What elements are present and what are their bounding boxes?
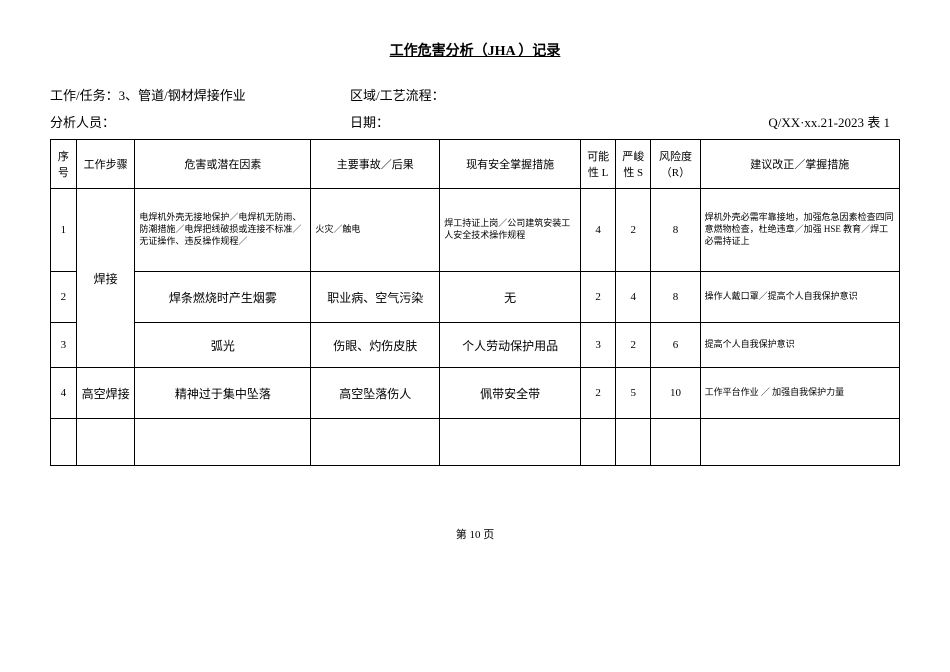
- cell-r: 10: [651, 368, 700, 419]
- cell-hazard: 弧光: [135, 323, 311, 368]
- cell-l: 2: [581, 272, 616, 323]
- meta-row-2: 分析人员： 日期： Q/XX·xx.21-2023 表 1: [50, 112, 900, 131]
- cell-empty: [51, 419, 77, 466]
- area-label: 区域/工艺流程：: [350, 88, 445, 103]
- cell-empty: [440, 419, 581, 466]
- page-title: 工作危害分析（JHA ）记录: [50, 40, 900, 60]
- cell-empty: [651, 419, 700, 466]
- cell-measure: 无: [440, 272, 581, 323]
- area-field: 区域/工艺流程：: [350, 85, 550, 104]
- table-header-row: 序号 工作步骤 危害或潜在因素 主要事故／后果 现有安全掌握措施 可能性 L 严…: [51, 140, 900, 189]
- cell-empty: [135, 419, 311, 466]
- header-suggest: 建议改正／掌握措施: [700, 140, 899, 189]
- cell-r: 8: [651, 189, 700, 272]
- cell-l: 4: [581, 189, 616, 272]
- cell-step: 高空焊接: [76, 368, 135, 419]
- date-label: 日期：: [350, 115, 389, 130]
- cell-seq: 1: [51, 189, 77, 272]
- table-row: 1 焊接 电焊机外壳无接地保护／电焊机无防雨、防潮措施／电焊把线破损或连接不标准…: [51, 189, 900, 272]
- header-risk: 风险度（R）: [651, 140, 700, 189]
- header-likelihood: 可能性 L: [581, 140, 616, 189]
- cell-r: 6: [651, 323, 700, 368]
- cell-suggest: 提高个人自我保护意识: [700, 323, 899, 368]
- cell-accident: 高空坠落伤人: [311, 368, 440, 419]
- table-row-empty: [51, 419, 900, 466]
- cell-measure: 个人劳动保护用品: [440, 323, 581, 368]
- header-severity: 严峻性 S: [616, 140, 651, 189]
- cell-empty: [700, 419, 899, 466]
- task-field: 工作/任务：3、管道/钢材焊接作业: [50, 85, 350, 104]
- cell-step: 焊接: [76, 189, 135, 368]
- cell-empty: [581, 419, 616, 466]
- cell-measure: 焊工持证上岗／公司建筑安装工人安全技术操作规程: [440, 189, 581, 272]
- cell-s: 5: [616, 368, 651, 419]
- cell-empty: [311, 419, 440, 466]
- cell-s: 4: [616, 272, 651, 323]
- header-hazard: 危害或潜在因素: [135, 140, 311, 189]
- header-measure: 现有安全掌握措施: [440, 140, 581, 189]
- cell-l: 2: [581, 368, 616, 419]
- cell-l: 3: [581, 323, 616, 368]
- cell-seq: 4: [51, 368, 77, 419]
- task-value: 3、管道/钢材焊接作业: [119, 88, 246, 103]
- cell-empty: [76, 419, 135, 466]
- header-seq: 序号: [51, 140, 77, 189]
- table-row: 4 高空焊接 精神过于集中坠落 高空坠落伤人 佩带安全带 2 5 10 工作平台…: [51, 368, 900, 419]
- cell-s: 2: [616, 189, 651, 272]
- cell-hazard: 焊条燃烧时产生烟雾: [135, 272, 311, 323]
- cell-suggest: 工作平台作业 ／ 加强自我保护力量: [700, 368, 899, 419]
- task-label: 工作/任务：: [50, 88, 119, 103]
- meta-row-1: 工作/任务：3、管道/钢材焊接作业 区域/工艺流程：: [50, 85, 900, 104]
- cell-suggest: 焊机外壳必需牢靠接地，加强危急因素检查四同意燃物检查，杜绝违章／加强 HSE 教…: [700, 189, 899, 272]
- page-footer: 第 10 页: [50, 526, 900, 542]
- cell-s: 2: [616, 323, 651, 368]
- cell-seq: 2: [51, 272, 77, 323]
- cell-accident: 火灾／触电: [311, 189, 440, 272]
- doc-ref: Q/XX·xx.21-2023 表 1: [550, 112, 900, 131]
- cell-r: 8: [651, 272, 700, 323]
- date-field: 日期：: [350, 112, 550, 131]
- table-row: 2 焊条燃烧时产生烟雾 职业病、空气污染 无 2 4 8 操作人戴口罩／提高个人…: [51, 272, 900, 323]
- cell-hazard: 精神过于集中坠落: [135, 368, 311, 419]
- cell-empty: [616, 419, 651, 466]
- cell-accident: 职业病、空气污染: [311, 272, 440, 323]
- jha-table: 序号 工作步骤 危害或潜在因素 主要事故／后果 现有安全掌握措施 可能性 L 严…: [50, 139, 900, 466]
- analyst-label: 分析人员：: [50, 115, 115, 130]
- cell-accident: 伤眼、灼伤皮肤: [311, 323, 440, 368]
- header-step: 工作步骤: [76, 140, 135, 189]
- cell-hazard: 电焊机外壳无接地保护／电焊机无防雨、防潮措施／电焊把线破损或连接不标准／无证操作…: [135, 189, 311, 272]
- analyst-field: 分析人员：: [50, 112, 350, 131]
- cell-seq: 3: [51, 323, 77, 368]
- cell-suggest: 操作人戴口罩／提高个人自我保护意识: [700, 272, 899, 323]
- header-accident: 主要事故／后果: [311, 140, 440, 189]
- cell-measure: 佩带安全带: [440, 368, 581, 419]
- table-row: 3 弧光 伤眼、灼伤皮肤 个人劳动保护用品 3 2 6 提高个人自我保护意识: [51, 323, 900, 368]
